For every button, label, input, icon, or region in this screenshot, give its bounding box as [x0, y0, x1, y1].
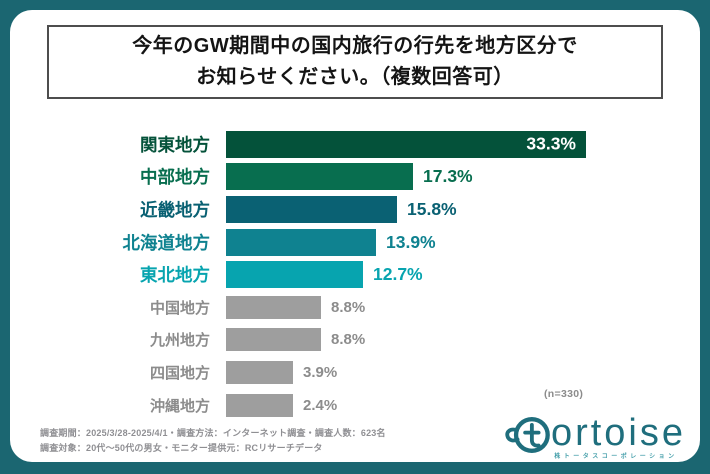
bar: 33.3%: [226, 130, 586, 158]
bar: [226, 393, 293, 417]
bar-row: 北海道地方 13.9%: [10, 226, 700, 259]
bar: [226, 163, 413, 191]
bar-value: 2.4%: [303, 396, 338, 414]
survey-period-line: 調査期間：2025/3/28-2025/4/1・調査方法：インターネット調査・調…: [40, 428, 386, 438]
survey-methodology-note: 調査期間：2025/3/28-2025/4/1・調査方法：インターネット調査・調…: [40, 426, 386, 455]
bar-label: 沖縄地方: [149, 397, 210, 415]
logo-company-subtext: 株トータスコーポレーション: [554, 454, 678, 460]
bar-row: 九州地方 8.8%: [10, 324, 700, 357]
bar-value: 17.3%: [423, 166, 473, 187]
sample-size-label: (n=330): [544, 388, 584, 400]
survey-question-line2: お知らせください。（複数回答可）: [196, 66, 514, 88]
bar-row: 中国地方 8.8%: [10, 291, 700, 324]
bar-label: 中部地方: [140, 167, 210, 188]
content-card: 今年のGW期間中の国内旅行の行先を地方区分で お知らせください。（複数回答可） …: [10, 10, 700, 462]
bar-label: 東北地方: [140, 265, 210, 286]
bar-row: 中部地方 17.3%: [10, 161, 700, 194]
bar-label: 四国地方: [149, 364, 210, 382]
bar-label: 関東地方: [140, 134, 210, 155]
survey-question-line1: 今年のGW期間中の国内旅行の行先を地方区分で: [132, 35, 578, 57]
bar-row: 東北地方 12.7%: [10, 258, 700, 291]
bar-value: 13.9%: [386, 231, 436, 252]
bar-label: 九州地方: [149, 332, 210, 350]
bar-row: 関東地方 33.3%: [10, 128, 700, 161]
bar-chart: 関東地方 33.3% 中部地方 17.3% 近畿地方 15.8% 北海道地方 13.9% 東北地…: [10, 128, 700, 421]
survey-target-line: 調査対象：20代～50代の男女・モニター提供元：RCリサーチデータ: [40, 442, 323, 453]
bar-label: 中国地方: [149, 299, 210, 317]
bar: [226, 195, 397, 223]
tortoise-logo: ortoise 株トータスコーポレーション: [504, 412, 686, 460]
bar-value: 12.7%: [373, 264, 423, 285]
bar: [226, 228, 376, 256]
logo-wordmark-row: ortoise: [504, 412, 686, 454]
bar-label: 北海道地方: [122, 232, 211, 253]
bar: [226, 261, 363, 289]
logo-wordmark: ortoise: [550, 412, 686, 454]
survey-question-box: 今年のGW期間中の国内旅行の行先を地方区分で お知らせください。（複数回答可）: [47, 25, 663, 99]
bar-value: 33.3%: [526, 133, 576, 154]
turtle-t-icon: [505, 417, 550, 453]
bar-value: 8.8%: [331, 298, 366, 316]
bar-row: 四国地方 3.9%: [10, 356, 700, 389]
bar-value: 15.8%: [407, 198, 457, 219]
bar-row: 沖縄地方 2.4%: [10, 389, 700, 422]
bar-value: 8.8%: [331, 331, 366, 349]
bar-row: 近畿地方 15.8%: [10, 193, 700, 226]
bar: [226, 328, 321, 352]
bar-value: 3.9%: [303, 363, 338, 381]
bar: [226, 295, 321, 319]
bar: [226, 360, 293, 384]
bar-label: 近畿地方: [140, 199, 210, 220]
